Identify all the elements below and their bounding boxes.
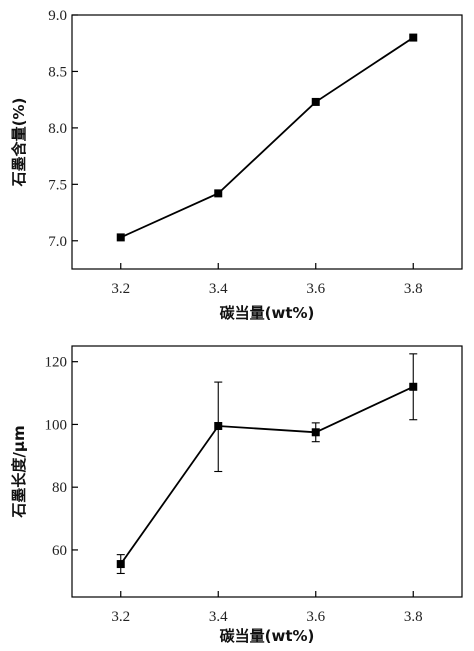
data-point-marker — [311, 428, 320, 437]
x-tick-label: 3.8 — [404, 281, 423, 297]
x-tick-label: 3.2 — [111, 609, 130, 625]
y-tick-label: 8.0 — [48, 121, 67, 137]
y-tick-label: 9.0 — [48, 8, 67, 24]
x-tick-label: 3.4 — [209, 281, 228, 297]
x-tick-label: 3.8 — [404, 609, 423, 625]
x-tick-label: 3.6 — [306, 609, 325, 625]
data-point-marker — [116, 560, 125, 569]
x-axis-title: 碳当量(wt%) — [220, 304, 315, 322]
y-tick-label: 80 — [52, 480, 67, 496]
data-point-marker — [409, 33, 418, 42]
data-point-marker — [214, 422, 223, 431]
plot-frame — [71, 345, 463, 598]
y-tick-label: 100 — [45, 417, 68, 433]
y-axis-title: 石墨长度/μm — [10, 425, 28, 518]
y-tick-label: 8.5 — [48, 64, 67, 80]
data-point-marker — [409, 382, 418, 391]
chart-panel-2: 3.2 3.4 3.6 3.8 60 80 100 120 碳当量(wt%) 石墨长度/μm — [10, 345, 463, 645]
chart-panel-1: 3.2 3.4 3.6 3.8 7.0 7.5 8.0 8.5 9.0 碳当量(wt%) 石墨含量(… — [10, 8, 463, 322]
y-tick-label: 60 — [52, 543, 67, 559]
y-axis-title: 石墨含量(%) — [10, 98, 28, 188]
x-tick-label: 3.6 — [306, 281, 325, 297]
data-point-marker — [311, 97, 320, 106]
x-tick-label: 3.2 — [111, 281, 130, 297]
plot-frame — [71, 14, 463, 270]
series-line — [120, 36, 414, 239]
y-tick-label: 120 — [45, 355, 68, 371]
x-axis-title: 碳当量(wt%) — [220, 627, 315, 645]
y-tick-label: 7.5 — [48, 177, 67, 193]
y-tick-label: 7.0 — [48, 234, 67, 250]
data-point-marker — [116, 233, 125, 242]
x-tick-label: 3.4 — [209, 609, 228, 625]
data-point-marker — [214, 189, 223, 198]
series-line — [120, 385, 414, 565]
